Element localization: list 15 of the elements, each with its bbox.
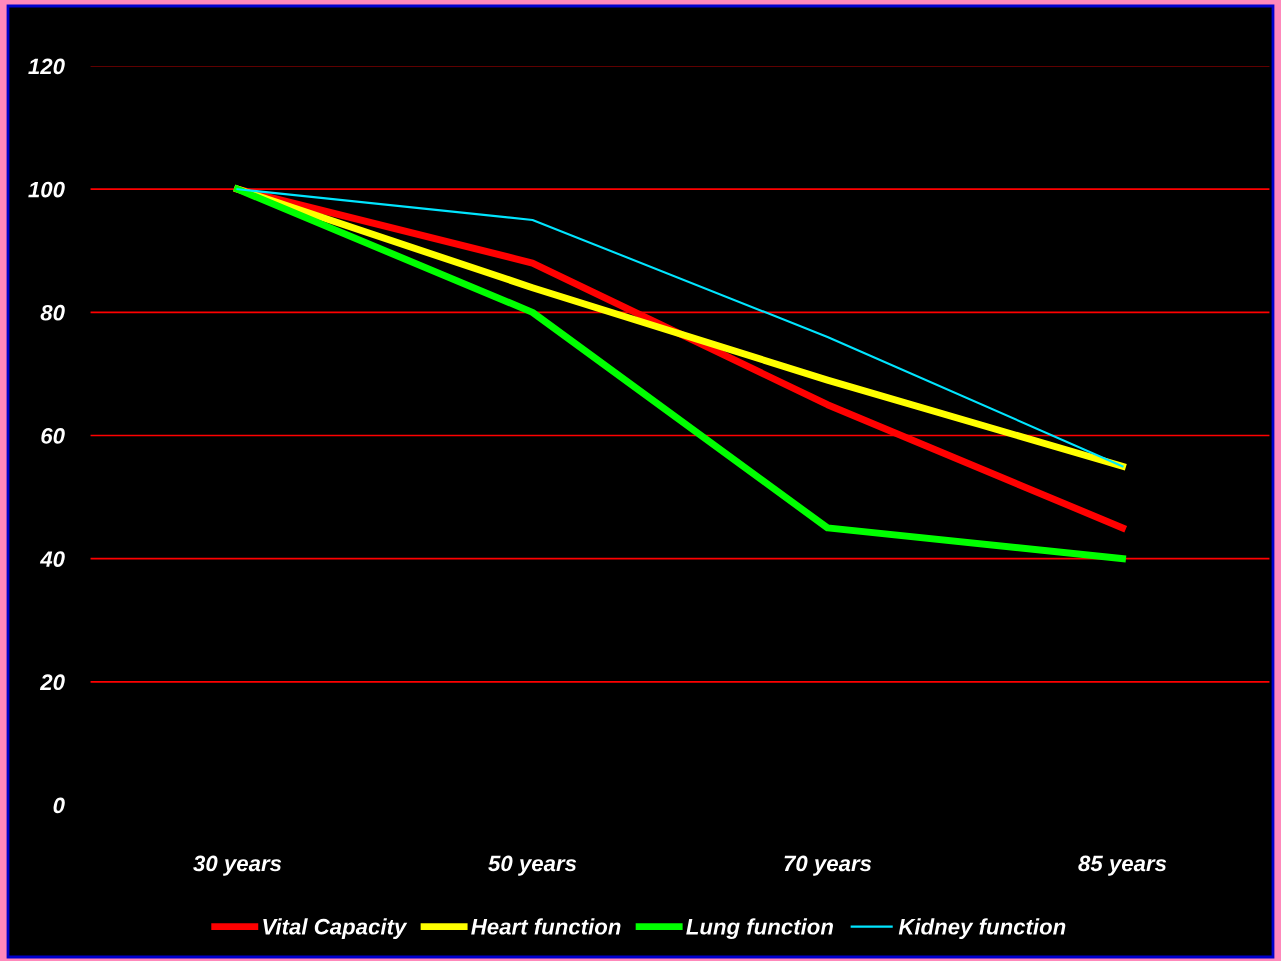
x-tick-label: 50 years: [488, 855, 577, 876]
x-tick-label: 70 years: [784, 855, 872, 876]
legend-label: Kidney function: [898, 918, 1066, 939]
y-tick-label: 40: [39, 551, 65, 567]
legend-label: Vital Capacity: [263, 918, 408, 939]
legend-label: Lung function: [686, 918, 833, 939]
legend-label: Heart function: [471, 918, 621, 935]
y-tick-label: 60: [41, 428, 65, 444]
y-tick-label: 20: [39, 674, 65, 691]
y-tick-label: 0: [53, 797, 65, 814]
y-tick-label: 80: [40, 304, 65, 321]
x-tick-label: 85 years: [1078, 855, 1167, 876]
y-tick-label: 120: [28, 58, 65, 75]
y-tick-label: 100: [28, 181, 65, 198]
x-tick-label: 30 years: [193, 855, 282, 876]
